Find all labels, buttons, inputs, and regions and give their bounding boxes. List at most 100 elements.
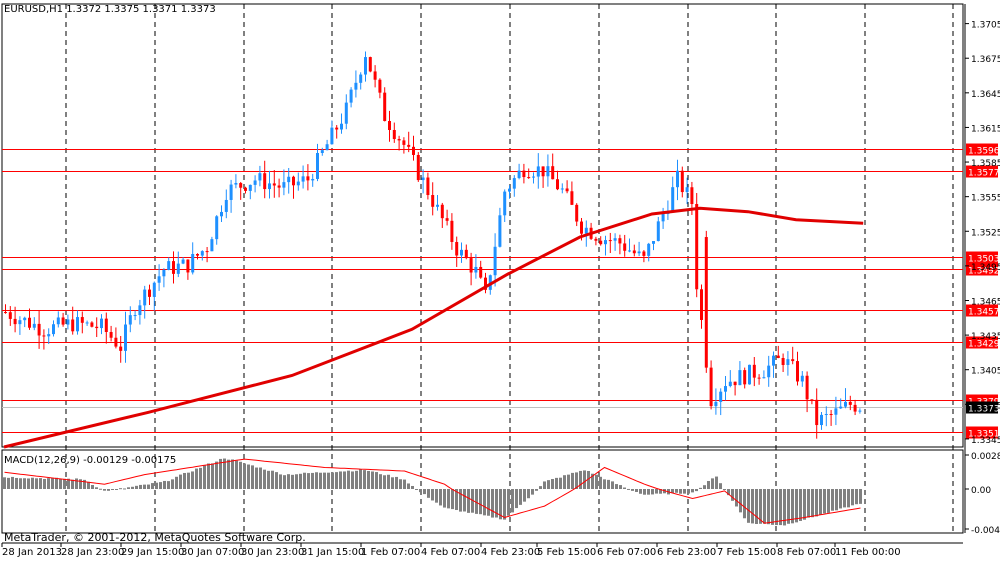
time-axis-label: 11 Feb 00:00 (835, 547, 901, 558)
price-axis-label: 1.3465 (971, 297, 1000, 307)
macd-histogram-bar (379, 474, 382, 489)
macd-histogram-bar (127, 487, 130, 489)
macd-histogram-bar (711, 478, 714, 489)
macd-histogram-bar (195, 468, 198, 489)
macd-histogram-bar (635, 489, 638, 492)
macd-histogram-bar (563, 475, 566, 489)
candle-body (392, 129, 396, 140)
candle-body (671, 187, 675, 212)
candle-body (344, 102, 348, 124)
candle-body (479, 266, 483, 278)
macd-histogram-bar (179, 474, 182, 489)
macd-histogram-bar (463, 489, 466, 512)
macd-histogram-bar (431, 489, 434, 501)
candle-body (23, 317, 27, 321)
macd-histogram-bar (95, 487, 98, 489)
candle-body (162, 269, 166, 277)
macd-histogram-bar (551, 478, 554, 489)
candle-body (680, 170, 684, 193)
price-axis-label: 1.3555 (971, 194, 1000, 204)
macd-histogram-bar (19, 478, 22, 489)
candle-body (820, 414, 823, 426)
macd-histogram-bar (575, 472, 578, 489)
macd-histogram-bar (251, 465, 254, 489)
candle-body (186, 259, 190, 273)
macd-histogram-bar (523, 489, 526, 502)
candle-body (282, 182, 286, 188)
time-axis-label: 8 Feb 07:00 (777, 547, 836, 558)
candle-body (455, 241, 459, 256)
candle-body (709, 367, 713, 407)
candle-body (724, 386, 727, 392)
macd-histogram-bar (71, 479, 74, 489)
macd-histogram-bar (419, 489, 422, 493)
macd-histogram-bar (223, 458, 226, 489)
candle-body (349, 89, 353, 103)
candle-body (421, 177, 425, 181)
macd-histogram-bar (135, 485, 138, 489)
macd-histogram-bar (427, 489, 430, 498)
candle-body (412, 146, 415, 155)
macd-histogram-bar (567, 474, 570, 489)
time-axis-label: 4 Feb 07:00 (421, 547, 480, 558)
candle-body (613, 238, 617, 241)
macd-histogram-bar (299, 473, 302, 489)
macd-histogram-bar (335, 472, 338, 489)
candle-body (810, 399, 814, 401)
candle-body (335, 127, 339, 130)
macd-histogram-bar (763, 489, 766, 524)
macd-histogram-bar (783, 489, 786, 526)
time-axis-label: 4 Feb 23:00 (481, 547, 540, 558)
macd-histogram-bar (631, 489, 634, 491)
candle-body (42, 335, 46, 337)
macd-histogram-bar (119, 488, 122, 490)
macd-histogram-bar (495, 489, 498, 518)
macd-histogram-bar (659, 489, 662, 494)
candle-body (71, 319, 75, 332)
macd-histogram-bar (515, 489, 518, 509)
candle-body (522, 170, 526, 178)
candle-body (52, 324, 55, 335)
macd-histogram-bar (79, 479, 82, 489)
candle-body (623, 243, 627, 251)
macd-histogram-bar (831, 489, 834, 511)
candle-body (690, 187, 694, 205)
macd-panel-frame (1, 449, 964, 534)
macd-histogram-bar (75, 478, 78, 489)
macd-histogram-bar (383, 475, 386, 489)
candle-body (378, 79, 382, 93)
candle-body (436, 204, 439, 207)
macd-signal-line (4, 458, 861, 524)
candle-body (493, 246, 497, 276)
macd-histogram-bar (351, 471, 354, 489)
macd-histogram-bar (739, 489, 742, 513)
macd-histogram-bar (147, 484, 150, 489)
price-axis-label: 1.3585 (971, 159, 1000, 169)
candle-body (32, 323, 36, 328)
price-level-tag (966, 143, 998, 156)
candle-body (176, 263, 180, 274)
macd-histogram-bar (615, 484, 618, 489)
macd-histogram-bar (255, 467, 258, 489)
macd-histogram-bar (627, 488, 630, 490)
candle-body (738, 370, 742, 386)
candle-body (796, 361, 799, 382)
macd-histogram-bar (699, 487, 702, 489)
candle-body (656, 221, 660, 242)
macd-histogram-bar (507, 489, 510, 516)
candle-body (220, 211, 223, 217)
horizontal-lines[interactable]: 1.3596 1.3577 1.3503 1.3492 1.3457 1.3429 1.33… (2, 143, 1000, 440)
candle-body (181, 259, 185, 264)
candle-body (604, 240, 607, 245)
candle-body (167, 261, 171, 270)
candle-body (517, 170, 521, 179)
candle-body (133, 315, 137, 317)
macd-histogram-bar (795, 489, 798, 523)
current-price-tag (966, 401, 998, 414)
macd-histogram-bar (787, 489, 790, 524)
candle-body (200, 251, 204, 256)
price-level-tag (966, 165, 998, 178)
